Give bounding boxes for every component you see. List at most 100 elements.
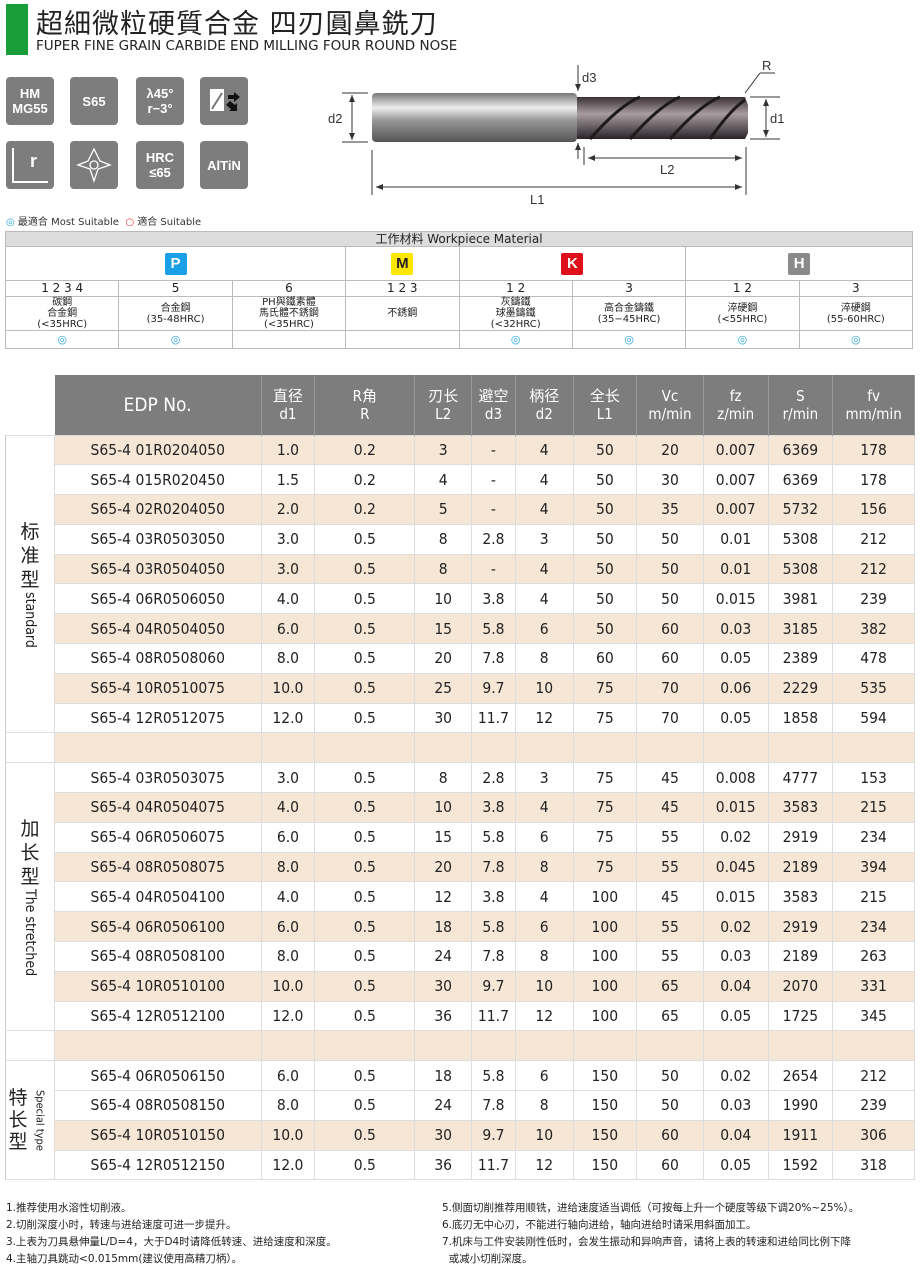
table-row: S65-4 06R0506050 4.0 0.5 10 3.8 4 50 50 0.015 398…: [6, 583, 915, 615]
material-number: 3: [571, 280, 687, 297]
cell: 0.5: [314, 643, 416, 674]
cell: 60: [636, 643, 704, 674]
material-name: PH與鐵素體 馬氏體不銹鋼 (<35HRC): [231, 296, 347, 331]
cell: 10.0: [260, 1119, 316, 1151]
cell: 3.0: [260, 523, 316, 555]
note-item: 5.侧面切削推荐用顺铣，进给速度适当调低（可按每上升一个硬度等级下调20%~25…: [442, 1202, 860, 1214]
cell: 3583: [767, 792, 834, 823]
four-flute-icon: [70, 141, 118, 189]
table-row: S65-4 03R0504050 3.0 0.5 8-4 50 50 0.01 5308 212: [6, 553, 915, 585]
cell: S65-4 04R0504050: [54, 613, 262, 645]
label-r: R: [762, 58, 771, 73]
cell: 8: [514, 941, 574, 972]
cell: 50: [636, 583, 704, 615]
cell: 1.5: [260, 464, 316, 496]
cell: 50: [572, 583, 638, 615]
cell: 45: [636, 792, 704, 823]
material-number: 1 2 3 4: [4, 280, 120, 297]
cell: 4: [514, 494, 574, 525]
cell: 2070: [767, 970, 834, 1002]
cell: 3.8: [471, 792, 516, 823]
cell: S65-4 03R0503050: [54, 523, 262, 555]
cell: 5.8: [471, 821, 516, 853]
cell: 100: [572, 881, 638, 913]
flutes: [577, 97, 748, 139]
cell: 3583: [767, 881, 834, 913]
cell: 75: [572, 851, 638, 883]
side-cutting-icon: [200, 77, 248, 125]
cell: 8: [514, 851, 574, 883]
suitable-icon: ○: [125, 217, 135, 228]
material-group-H: H: [788, 252, 811, 275]
cell: 24: [414, 941, 473, 972]
cell: 4: [414, 464, 473, 496]
table-row: S65-4 06R0506100 6.0 0.5 18 5.8 6 100 55 0.02 291…: [6, 911, 915, 943]
notes-right: 5.侧面切削推荐用顺铣，进给速度适当调低（可按每上升一个硬度等级下调20%~25…: [442, 1200, 859, 1268]
cell: 318: [832, 1149, 915, 1181]
cell: 0.01: [702, 523, 769, 555]
cell: 6369: [767, 434, 834, 466]
table-row: S65-4 10R0510150 10.0 0.5 30 9.7 10 150 60 0.04 1…: [6, 1119, 915, 1151]
most-suitable-icon: ◎: [6, 217, 15, 228]
cell: 4: [514, 464, 574, 496]
cell: 12: [514, 702, 574, 734]
cell: 382: [832, 613, 915, 645]
cell: 0.05: [702, 702, 769, 734]
table-row: S65-4 10R0510100 10.0 0.5 30 9.7 10 100 65 0.04 2…: [6, 970, 915, 1002]
col-header: R角 R: [314, 375, 416, 435]
cell: 10.0: [260, 970, 316, 1002]
cell: 25: [414, 672, 473, 704]
cell: 9.7: [471, 1119, 516, 1151]
suitable-label: 適合 Suitable: [137, 217, 202, 228]
spacer-row: [5, 1030, 915, 1062]
table-row: S65-4 08R0508150 8.0 0.5 24 7.8 8 150 50 0.03 199…: [6, 1090, 915, 1121]
cell: 4: [514, 583, 574, 615]
shank: [372, 93, 577, 142]
cell: 0.01: [702, 553, 769, 585]
cell: 4: [514, 553, 574, 585]
cell: 0.2: [314, 494, 416, 525]
suitability-mark: ◎: [571, 330, 687, 349]
cell: 0.2: [314, 434, 416, 466]
cell: 5.8: [471, 613, 516, 645]
cell: 100: [572, 941, 638, 972]
cell: 6: [514, 613, 574, 645]
cell: 18: [414, 1060, 473, 1092]
cell: S65-4 04R0504100: [54, 881, 262, 913]
cell: S65-4 03R0504050: [54, 553, 262, 585]
cell: 30: [414, 1119, 473, 1151]
cell: 0.5: [314, 1090, 416, 1121]
cell: 12: [514, 1149, 574, 1181]
label-d3: d3: [582, 70, 596, 85]
cell: 12.0: [260, 1149, 316, 1181]
cell: 234: [832, 821, 915, 853]
cell: 6: [514, 1060, 574, 1092]
cell: 394: [832, 851, 915, 883]
cell: 215: [832, 792, 915, 823]
cell: 7.8: [471, 941, 516, 972]
cell: 0.008: [702, 762, 769, 794]
cell: 0.007: [702, 434, 769, 466]
cell: 20: [414, 643, 473, 674]
material-name: 合金鋼 (35-48HRC): [118, 296, 233, 331]
cell: 70: [636, 702, 704, 734]
cell: 3.8: [471, 881, 516, 913]
cell: 45: [636, 762, 704, 794]
cell: 2919: [767, 821, 834, 853]
cell: 30: [414, 702, 473, 734]
cell: 75: [572, 702, 638, 734]
cell: S65-4 12R0512075: [54, 702, 262, 734]
cell: 20: [636, 434, 704, 466]
table-row: S65-4 12R0512150 12.0 0.5 36 11.7 12 150 60 0.05…: [6, 1149, 915, 1181]
cell: -: [471, 434, 516, 466]
table-row: S65-4 06R0506075 6.0 0.5 15 5.8 6 75 55 0.02 2919…: [6, 821, 915, 853]
col-header: 避空 d3: [471, 375, 516, 435]
cell: 50: [572, 553, 638, 585]
cell: 50: [572, 434, 638, 466]
cell: 6.0: [260, 613, 316, 645]
material-number: 3: [798, 280, 914, 297]
cell: 10: [514, 970, 574, 1002]
table-row: S65-4 12R0512100 12.0 0.5 36 11.7 12 100 65 0.05…: [6, 1000, 915, 1032]
cell: 0.5: [314, 1149, 416, 1181]
cell: S65-4 015R020450: [54, 464, 262, 496]
